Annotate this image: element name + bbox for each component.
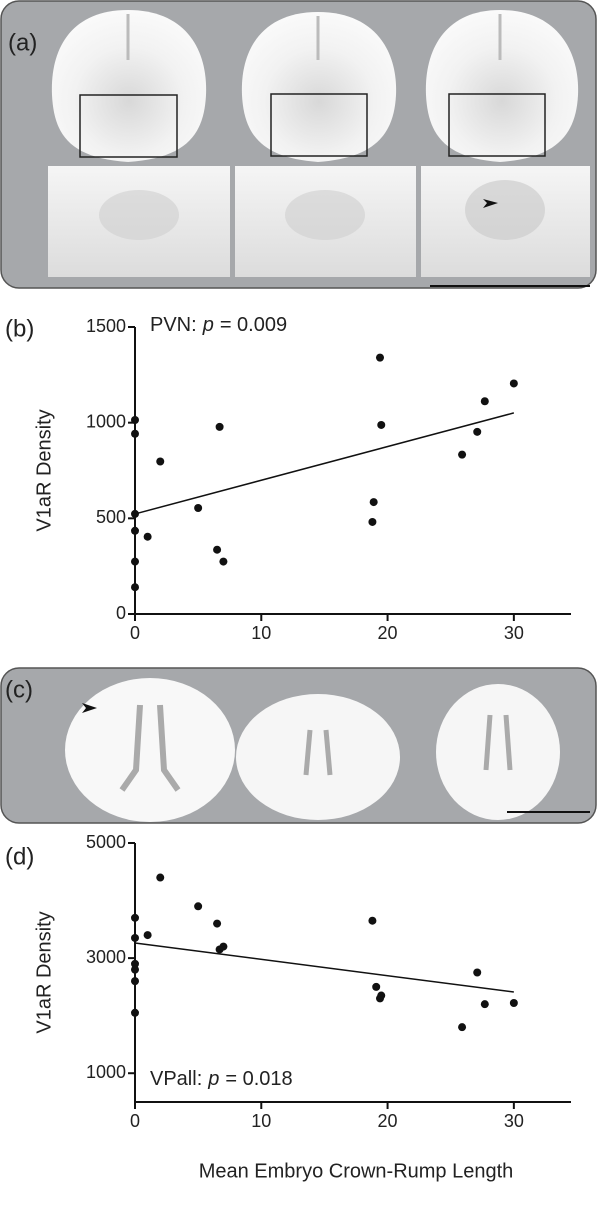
data-point <box>131 557 139 566</box>
data-point <box>375 353 384 362</box>
annotation-part: p <box>207 1068 219 1090</box>
data-point <box>143 931 152 940</box>
annotation-part: = 0.018 <box>225 1068 292 1090</box>
data-point <box>458 450 467 459</box>
data-point <box>480 1000 489 1009</box>
data-point <box>131 415 139 424</box>
data-point <box>480 397 489 406</box>
data-point <box>369 498 378 507</box>
data-point <box>377 991 386 1000</box>
data-point <box>194 504 203 513</box>
x-tick-label: 20 <box>378 1111 398 1131</box>
data-point <box>131 1008 139 1017</box>
data-point <box>368 916 377 925</box>
annotation-part: p <box>202 314 214 336</box>
x-tick-label: 10 <box>251 1111 271 1131</box>
data-point <box>143 532 152 541</box>
y-tick-label: 1000 <box>86 1062 126 1082</box>
data-point <box>213 545 222 554</box>
y-tick-label: 1000 <box>86 411 126 431</box>
panel-label: (d) <box>5 843 34 870</box>
data-point <box>131 913 139 922</box>
data-point <box>372 982 381 991</box>
annotation-part: VPall: <box>150 1068 202 1090</box>
x-tick-label: 30 <box>504 623 524 643</box>
x-tick-label: 10 <box>251 623 271 643</box>
panel-label: (a) <box>8 29 37 56</box>
data-point <box>473 968 482 977</box>
data-point <box>368 517 377 526</box>
annotation-part: PVN: <box>150 314 197 336</box>
data-point <box>156 457 165 466</box>
data-point <box>458 1023 467 1032</box>
x-tick-label: 0 <box>130 1111 140 1131</box>
data-point <box>213 919 222 928</box>
annotation: VPall: p = 0.018 <box>150 1068 293 1090</box>
data-point <box>509 999 518 1008</box>
data-point <box>131 965 139 974</box>
data-point <box>131 526 139 535</box>
data-point <box>377 420 386 429</box>
panel-a-images <box>0 0 597 289</box>
y-tick-label: 0 <box>116 603 126 623</box>
y-axis-title: V1aR Density <box>33 911 55 1033</box>
data-point <box>131 583 139 592</box>
data-point <box>131 977 139 986</box>
data-point <box>215 422 224 431</box>
fit-line <box>134 942 514 993</box>
data-point <box>131 509 139 518</box>
panel-label: (b) <box>5 315 34 342</box>
x-tick-label: 20 <box>378 623 398 643</box>
y-tick-label: 5000 <box>86 832 126 852</box>
data-point <box>473 427 482 436</box>
panel-label: (c) <box>5 676 33 703</box>
data-point <box>131 959 139 968</box>
data-point <box>131 933 139 942</box>
x-tick-label: 30 <box>504 1111 524 1131</box>
data-point <box>219 942 228 951</box>
y-tick-label: 1500 <box>86 316 126 336</box>
data-point <box>156 873 165 882</box>
y-axis-title: V1aR Density <box>33 409 55 531</box>
data-point <box>194 902 203 911</box>
data-point <box>509 379 518 388</box>
y-tick-label: 500 <box>96 507 126 527</box>
x-tick-label: 0 <box>130 623 140 643</box>
annotation: PVN: p = 0.009 <box>150 314 287 336</box>
annotation-part: = 0.009 <box>220 314 287 336</box>
data-point <box>219 557 228 566</box>
y-tick-label: 3000 <box>86 947 126 967</box>
panel-c-images <box>0 667 597 824</box>
data-point <box>131 429 139 438</box>
x-axis-title: Mean Embryo Crown-Rump Length <box>199 1160 514 1182</box>
fit-line <box>134 412 515 515</box>
